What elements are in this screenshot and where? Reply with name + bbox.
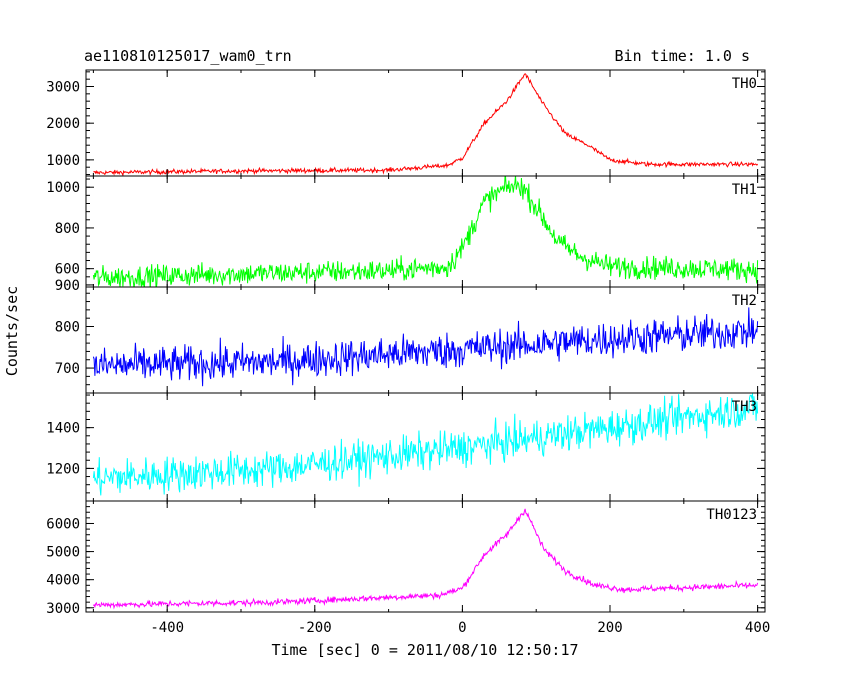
x-axis-label: Time [sec] 0 = 2011/08/10 12:50:17 <box>271 641 578 659</box>
y-axis-label: Counts/sec <box>3 286 21 376</box>
panel-label: TH0 <box>732 76 757 92</box>
bin-time-label: Bin time: 1.0 s <box>615 47 750 65</box>
panel-frame <box>85 500 766 613</box>
series-line-th3 <box>92 393 759 496</box>
x-tick-label: 400 <box>745 620 770 636</box>
y-tick-label: 800 <box>55 221 80 237</box>
series-line-th0 <box>93 73 759 176</box>
y-tick-label: 1000 <box>46 153 80 169</box>
panel-frame <box>85 286 766 394</box>
y-tick-label: 700 <box>55 361 80 377</box>
y-tick-label: 1400 <box>46 421 80 437</box>
x-tick-label: -400 <box>150 620 184 636</box>
series-line-th2 <box>92 307 759 387</box>
y-tick-label: 5000 <box>46 545 80 561</box>
y-tick-label: 6000 <box>46 516 80 532</box>
panel-label: TH0123 <box>706 507 757 523</box>
panel-frame <box>85 69 766 177</box>
y-tick-label: 600 <box>55 262 80 278</box>
series-line-th1 <box>92 176 759 287</box>
y-tick-label: 1200 <box>46 461 80 477</box>
y-tick-label: 3000 <box>46 80 80 96</box>
panel-th0123: 3000 4000 5000 6000 TH0123 <box>46 500 766 617</box>
panel-th3: 1200 1400 TH3 <box>46 392 766 502</box>
panel-label: TH1 <box>732 182 757 198</box>
x-tick-label: -200 <box>298 620 332 636</box>
series-line-th0123 <box>93 508 759 610</box>
panel-th0: 1000 2000 3000 TH0 <box>46 69 766 177</box>
y-tick-label: 2000 <box>46 116 80 132</box>
panel-th1: 600 800 1000 TH1 <box>46 175 766 288</box>
y-tick-label: 3000 <box>46 601 80 617</box>
x-tick-label: 200 <box>597 620 622 636</box>
y-tick-label: 4000 <box>46 573 80 589</box>
y-tick-label: 900 <box>55 278 80 294</box>
panel-label: TH2 <box>732 293 757 309</box>
x-tick-label: 0 <box>458 620 466 636</box>
panel-label: TH3 <box>732 399 757 415</box>
panel-th2: 700 800 900 TH2 <box>55 278 766 394</box>
y-tick-label: 800 <box>55 319 80 335</box>
y-tick-label: 1000 <box>46 180 80 196</box>
chart-title: ae110810125017_wam0_trn <box>84 47 292 65</box>
